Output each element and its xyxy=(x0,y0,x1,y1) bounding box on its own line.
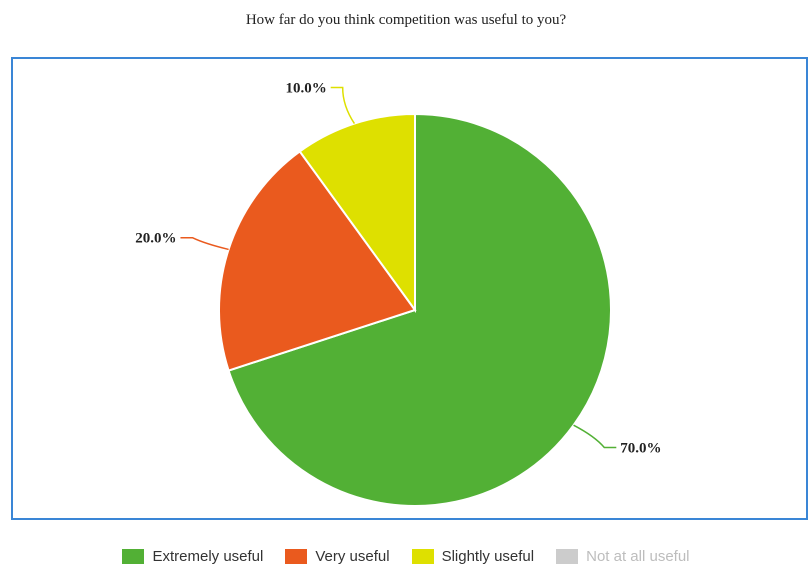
legend-label-slightly-useful: Slightly useful xyxy=(441,548,535,565)
leader-line-very-useful xyxy=(180,236,229,251)
chart-legend: Extremely useful Very useful Slightly us… xyxy=(0,548,812,565)
legend-swatch-slightly-useful xyxy=(411,549,434,564)
legend-item-not-at-all-useful[interactable]: Not at all useful xyxy=(556,548,690,565)
legend-item-slightly-useful[interactable]: Slightly useful xyxy=(411,548,535,565)
legend-item-very-useful[interactable]: Very useful xyxy=(285,548,390,565)
leader-line-slightly-useful xyxy=(330,86,356,125)
legend-swatch-extremely-useful xyxy=(122,549,145,564)
data-label-extremely-useful: 70.0% xyxy=(620,441,661,457)
data-label-very-useful: 20.0% xyxy=(135,231,176,247)
legend-swatch-very-useful xyxy=(285,549,308,564)
leader-line-extremely-useful xyxy=(573,424,617,449)
legend-item-extremely-useful[interactable]: Extremely useful xyxy=(122,548,263,565)
legend-label-very-useful: Very useful xyxy=(315,548,390,565)
legend-label-extremely-useful: Extremely useful xyxy=(152,548,264,565)
data-label-slightly-useful: 10.0% xyxy=(285,80,326,96)
pie-slice-slightly-useful[interactable] xyxy=(298,112,416,314)
chart-title: How far do you think competition was use… xyxy=(245,12,567,28)
legend-label-not-at-all-useful: Not at all useful xyxy=(586,548,690,565)
pie-slice-very-useful[interactable] xyxy=(218,150,417,372)
legend-swatch-not-at-all-useful xyxy=(556,549,579,564)
